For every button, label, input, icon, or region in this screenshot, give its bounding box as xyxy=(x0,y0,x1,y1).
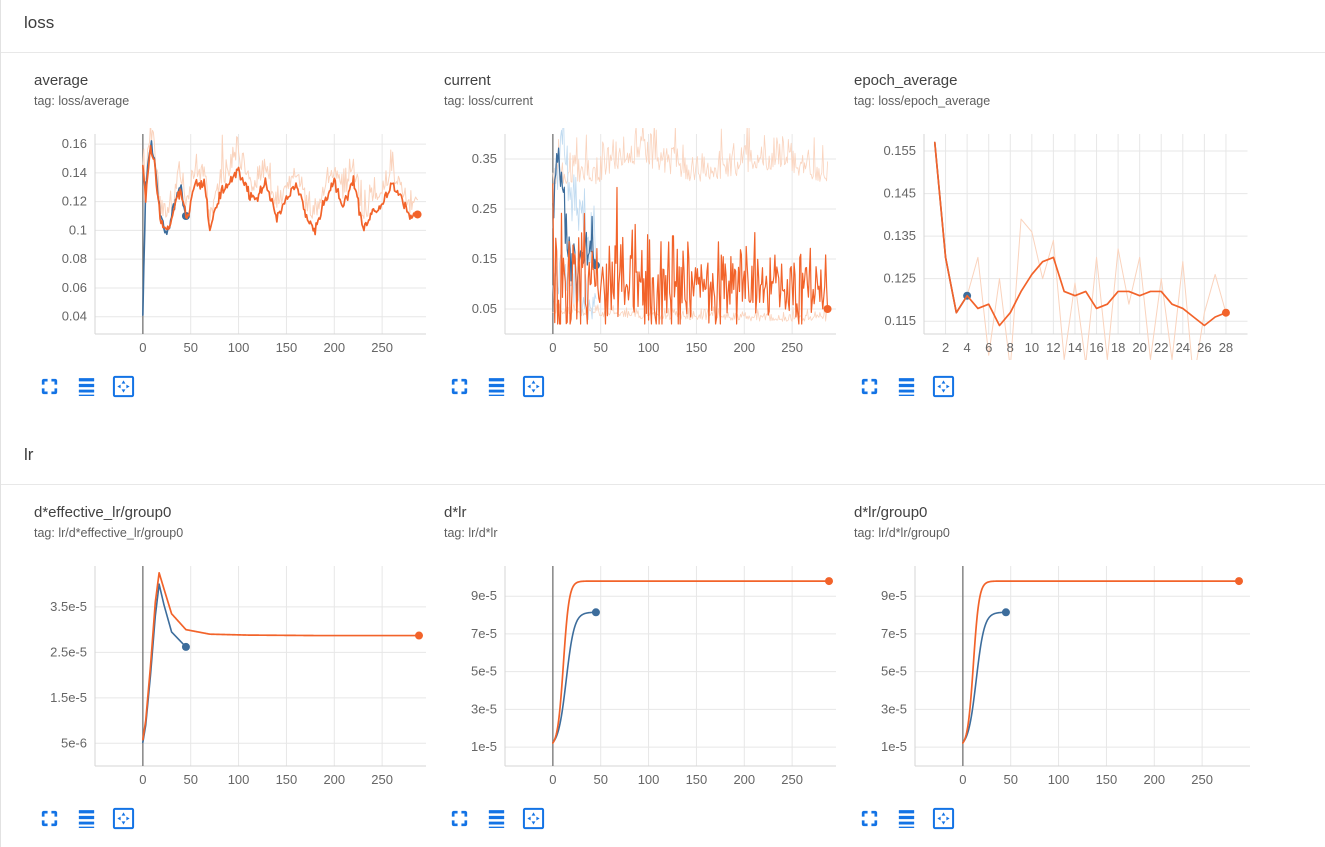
svg-text:100: 100 xyxy=(228,340,250,355)
svg-text:3e-5: 3e-5 xyxy=(881,701,907,716)
svg-text:200: 200 xyxy=(323,340,345,355)
svg-text:2: 2 xyxy=(942,340,949,355)
svg-text:0.145: 0.145 xyxy=(883,186,916,201)
svg-text:1.5e-5: 1.5e-5 xyxy=(50,690,87,705)
svg-text:0.08: 0.08 xyxy=(62,251,87,266)
svg-text:22: 22 xyxy=(1154,340,1168,355)
svg-text:1e-5: 1e-5 xyxy=(881,739,907,754)
svg-text:10: 10 xyxy=(1025,340,1039,355)
svg-text:5e-5: 5e-5 xyxy=(881,664,907,679)
svg-text:0.1: 0.1 xyxy=(69,222,87,237)
svg-text:0.15: 0.15 xyxy=(472,251,497,266)
svg-text:200: 200 xyxy=(323,772,345,787)
svg-text:1e-5: 1e-5 xyxy=(471,739,497,754)
svg-text:0.05: 0.05 xyxy=(472,301,497,316)
svg-text:0.135: 0.135 xyxy=(883,228,916,243)
svg-text:28: 28 xyxy=(1219,340,1233,355)
svg-text:50: 50 xyxy=(593,340,607,355)
svg-text:9e-5: 9e-5 xyxy=(471,588,497,603)
svg-text:6: 6 xyxy=(985,340,992,355)
svg-text:250: 250 xyxy=(371,340,393,355)
svg-text:0: 0 xyxy=(549,340,556,355)
svg-text:100: 100 xyxy=(1048,772,1070,787)
svg-text:150: 150 xyxy=(686,340,708,355)
svg-text:0: 0 xyxy=(139,772,146,787)
svg-text:24: 24 xyxy=(1176,340,1190,355)
svg-text:0.125: 0.125 xyxy=(883,271,916,286)
svg-text:50: 50 xyxy=(183,772,197,787)
svg-text:9e-5: 9e-5 xyxy=(881,588,907,603)
svg-text:250: 250 xyxy=(781,772,803,787)
svg-text:7e-5: 7e-5 xyxy=(881,626,907,641)
svg-text:16: 16 xyxy=(1089,340,1103,355)
svg-text:26: 26 xyxy=(1197,340,1211,355)
svg-text:200: 200 xyxy=(733,340,755,355)
svg-text:0.16: 0.16 xyxy=(62,136,87,151)
svg-text:5e-5: 5e-5 xyxy=(471,664,497,679)
svg-text:250: 250 xyxy=(371,772,393,787)
svg-text:250: 250 xyxy=(1191,772,1213,787)
svg-text:3.5e-5: 3.5e-5 xyxy=(50,599,87,614)
svg-text:50: 50 xyxy=(183,340,197,355)
svg-text:20: 20 xyxy=(1132,340,1146,355)
svg-text:200: 200 xyxy=(733,772,755,787)
svg-text:8: 8 xyxy=(1007,340,1014,355)
svg-text:0.14: 0.14 xyxy=(62,165,87,180)
svg-text:100: 100 xyxy=(638,340,660,355)
svg-text:0: 0 xyxy=(139,340,146,355)
svg-text:0.12: 0.12 xyxy=(62,194,87,209)
svg-text:3e-5: 3e-5 xyxy=(471,701,497,716)
svg-text:50: 50 xyxy=(1003,772,1017,787)
svg-text:0.155: 0.155 xyxy=(883,143,916,158)
svg-text:0: 0 xyxy=(959,772,966,787)
svg-text:100: 100 xyxy=(638,772,660,787)
svg-text:0.04: 0.04 xyxy=(62,309,87,324)
svg-text:0.35: 0.35 xyxy=(472,151,497,166)
svg-text:0: 0 xyxy=(549,772,556,787)
svg-text:0.115: 0.115 xyxy=(884,313,916,328)
svg-text:2.5e-5: 2.5e-5 xyxy=(50,644,87,659)
svg-text:50: 50 xyxy=(593,772,607,787)
svg-text:5e-6: 5e-6 xyxy=(61,735,87,750)
svg-text:150: 150 xyxy=(276,340,298,355)
svg-text:150: 150 xyxy=(686,772,708,787)
svg-text:200: 200 xyxy=(1143,772,1165,787)
svg-text:150: 150 xyxy=(1096,772,1118,787)
svg-text:12: 12 xyxy=(1046,340,1060,355)
svg-text:0.25: 0.25 xyxy=(472,201,497,216)
svg-text:250: 250 xyxy=(781,340,803,355)
svg-text:0.06: 0.06 xyxy=(62,280,87,295)
svg-text:14: 14 xyxy=(1068,340,1082,355)
svg-text:18: 18 xyxy=(1111,340,1125,355)
svg-text:7e-5: 7e-5 xyxy=(471,626,497,641)
svg-text:4: 4 xyxy=(964,340,971,355)
svg-text:100: 100 xyxy=(228,772,250,787)
svg-text:150: 150 xyxy=(276,772,298,787)
